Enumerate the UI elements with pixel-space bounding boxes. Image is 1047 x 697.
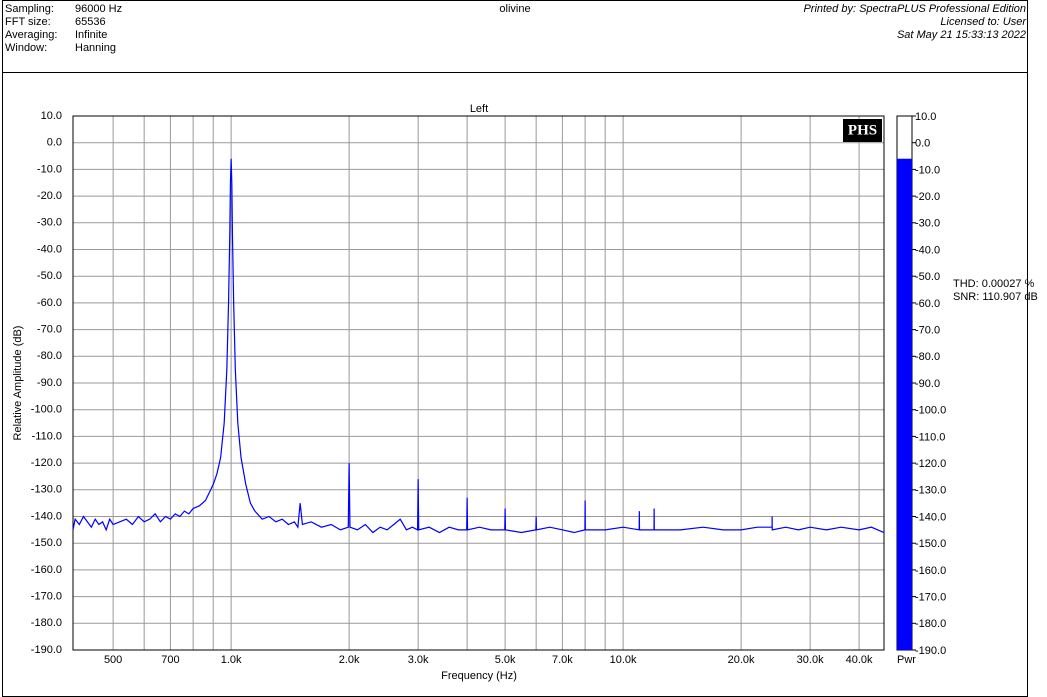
meter-tick-label: -150.0	[915, 538, 946, 550]
meter-tick-label: -40.0	[915, 244, 940, 256]
meter-tick-label: -120.0	[915, 458, 946, 470]
info-label: FFT size:	[5, 16, 51, 28]
meter-tick-label: -190.0	[915, 645, 946, 657]
meter-tick-label: -110.0	[915, 431, 945, 443]
y-tick-label: -80.0	[37, 350, 62, 362]
plot-border	[72, 115, 885, 651]
y-tick-label: 10.0	[41, 110, 62, 122]
x-tick-label: 7.0k	[552, 654, 573, 666]
header-right: Sat May 21 15:33:13 2022	[897, 29, 1026, 41]
measurement: SNR: 110.907 dB	[953, 291, 1038, 303]
meter-tick-label: -30.0	[915, 218, 940, 230]
y-tick-label: -40.0	[37, 243, 62, 255]
y-tick-label: -160.0	[31, 564, 62, 576]
meter-tick-label: -170.0	[915, 592, 946, 604]
y-tick-label: -150.0	[31, 537, 62, 549]
y-tick-label: -60.0	[37, 297, 62, 309]
meter-tick-label: 0.0	[915, 138, 930, 150]
chart-title: Left	[470, 103, 488, 115]
header-right: Printed by: SpectraPLUS Professional Edi…	[803, 3, 1026, 15]
y-tick-label: -70.0	[37, 324, 62, 336]
logo-box	[843, 119, 882, 142]
meter-tick-label: -100.0	[915, 405, 946, 417]
x-tick-label: 40.0k	[846, 654, 873, 666]
y-tick-label: -50.0	[37, 270, 62, 282]
info-value: Hanning	[75, 42, 116, 54]
y-tick-label: -170.0	[31, 591, 62, 603]
meter-tick-label: -180.0	[915, 618, 946, 630]
spectrum-line	[72, 158, 885, 534]
meter-tick-label: -70.0	[915, 325, 940, 337]
meter-bar	[897, 158, 912, 650]
x-tick-label: 500	[104, 654, 122, 666]
meter-tick-label: -160.0	[915, 565, 946, 577]
x-tick-label: 30.0k	[797, 654, 824, 666]
measurement: THD: 0.00027 %	[953, 278, 1035, 290]
meter-tick-label: -20.0	[915, 191, 940, 203]
header-title: olivine	[499, 3, 530, 15]
y-tick-label: -190.0	[31, 644, 62, 656]
x-tick-label: 1.0k	[221, 654, 242, 666]
meter-tick-label: -50.0	[915, 271, 940, 283]
meter-tick-label: -80.0	[915, 351, 940, 363]
info-label: Sampling:	[5, 3, 54, 15]
info-value: 65536	[75, 16, 106, 28]
y-tick-label: -140.0	[31, 510, 62, 522]
y-tick-label: -100.0	[31, 404, 62, 416]
y-tick-label: -30.0	[37, 217, 62, 229]
info-value: 96000 Hz	[75, 3, 122, 15]
y-tick-label: -90.0	[37, 377, 62, 389]
y-tick-label: -180.0	[31, 617, 62, 629]
info-label: Window:	[5, 42, 47, 54]
x-tick-label: 2.0k	[339, 654, 360, 666]
y-tick-label: -120.0	[31, 457, 62, 469]
info-value: Infinite	[75, 29, 107, 41]
y-tick-label: -130.0	[31, 484, 62, 496]
x-tick-label: 10.0k	[610, 654, 637, 666]
meter-label: Pwr	[897, 654, 916, 666]
meter-tick-label: -140.0	[915, 511, 946, 523]
y-tick-label: -10.0	[37, 163, 62, 175]
y-tick-label: -20.0	[37, 190, 62, 202]
y-tick-label: 0.0	[47, 137, 62, 149]
info-label: Averaging:	[5, 29, 57, 41]
x-axis-label: Frequency (Hz)	[441, 670, 517, 682]
x-tick-label: 5.0k	[495, 654, 516, 666]
meter-tick-label: -60.0	[915, 298, 940, 310]
x-tick-label: 20.0k	[728, 654, 755, 666]
frame	[2, 0, 1028, 697]
meter-tick-label: 10.0	[915, 111, 936, 123]
x-tick-label: 3.0k	[408, 654, 429, 666]
header-right: Licensed to: User	[940, 16, 1027, 28]
y-tick-label: -110.0	[32, 430, 62, 442]
y-axis-label: Relative Amplitude (dB)	[12, 326, 24, 441]
meter-tick-label: -90.0	[915, 378, 940, 390]
logo: PHS	[848, 122, 877, 138]
meter-tick-label: -10.0	[915, 164, 940, 176]
x-tick-label: 700	[161, 654, 179, 666]
meter-tick-label: -130.0	[915, 485, 946, 497]
